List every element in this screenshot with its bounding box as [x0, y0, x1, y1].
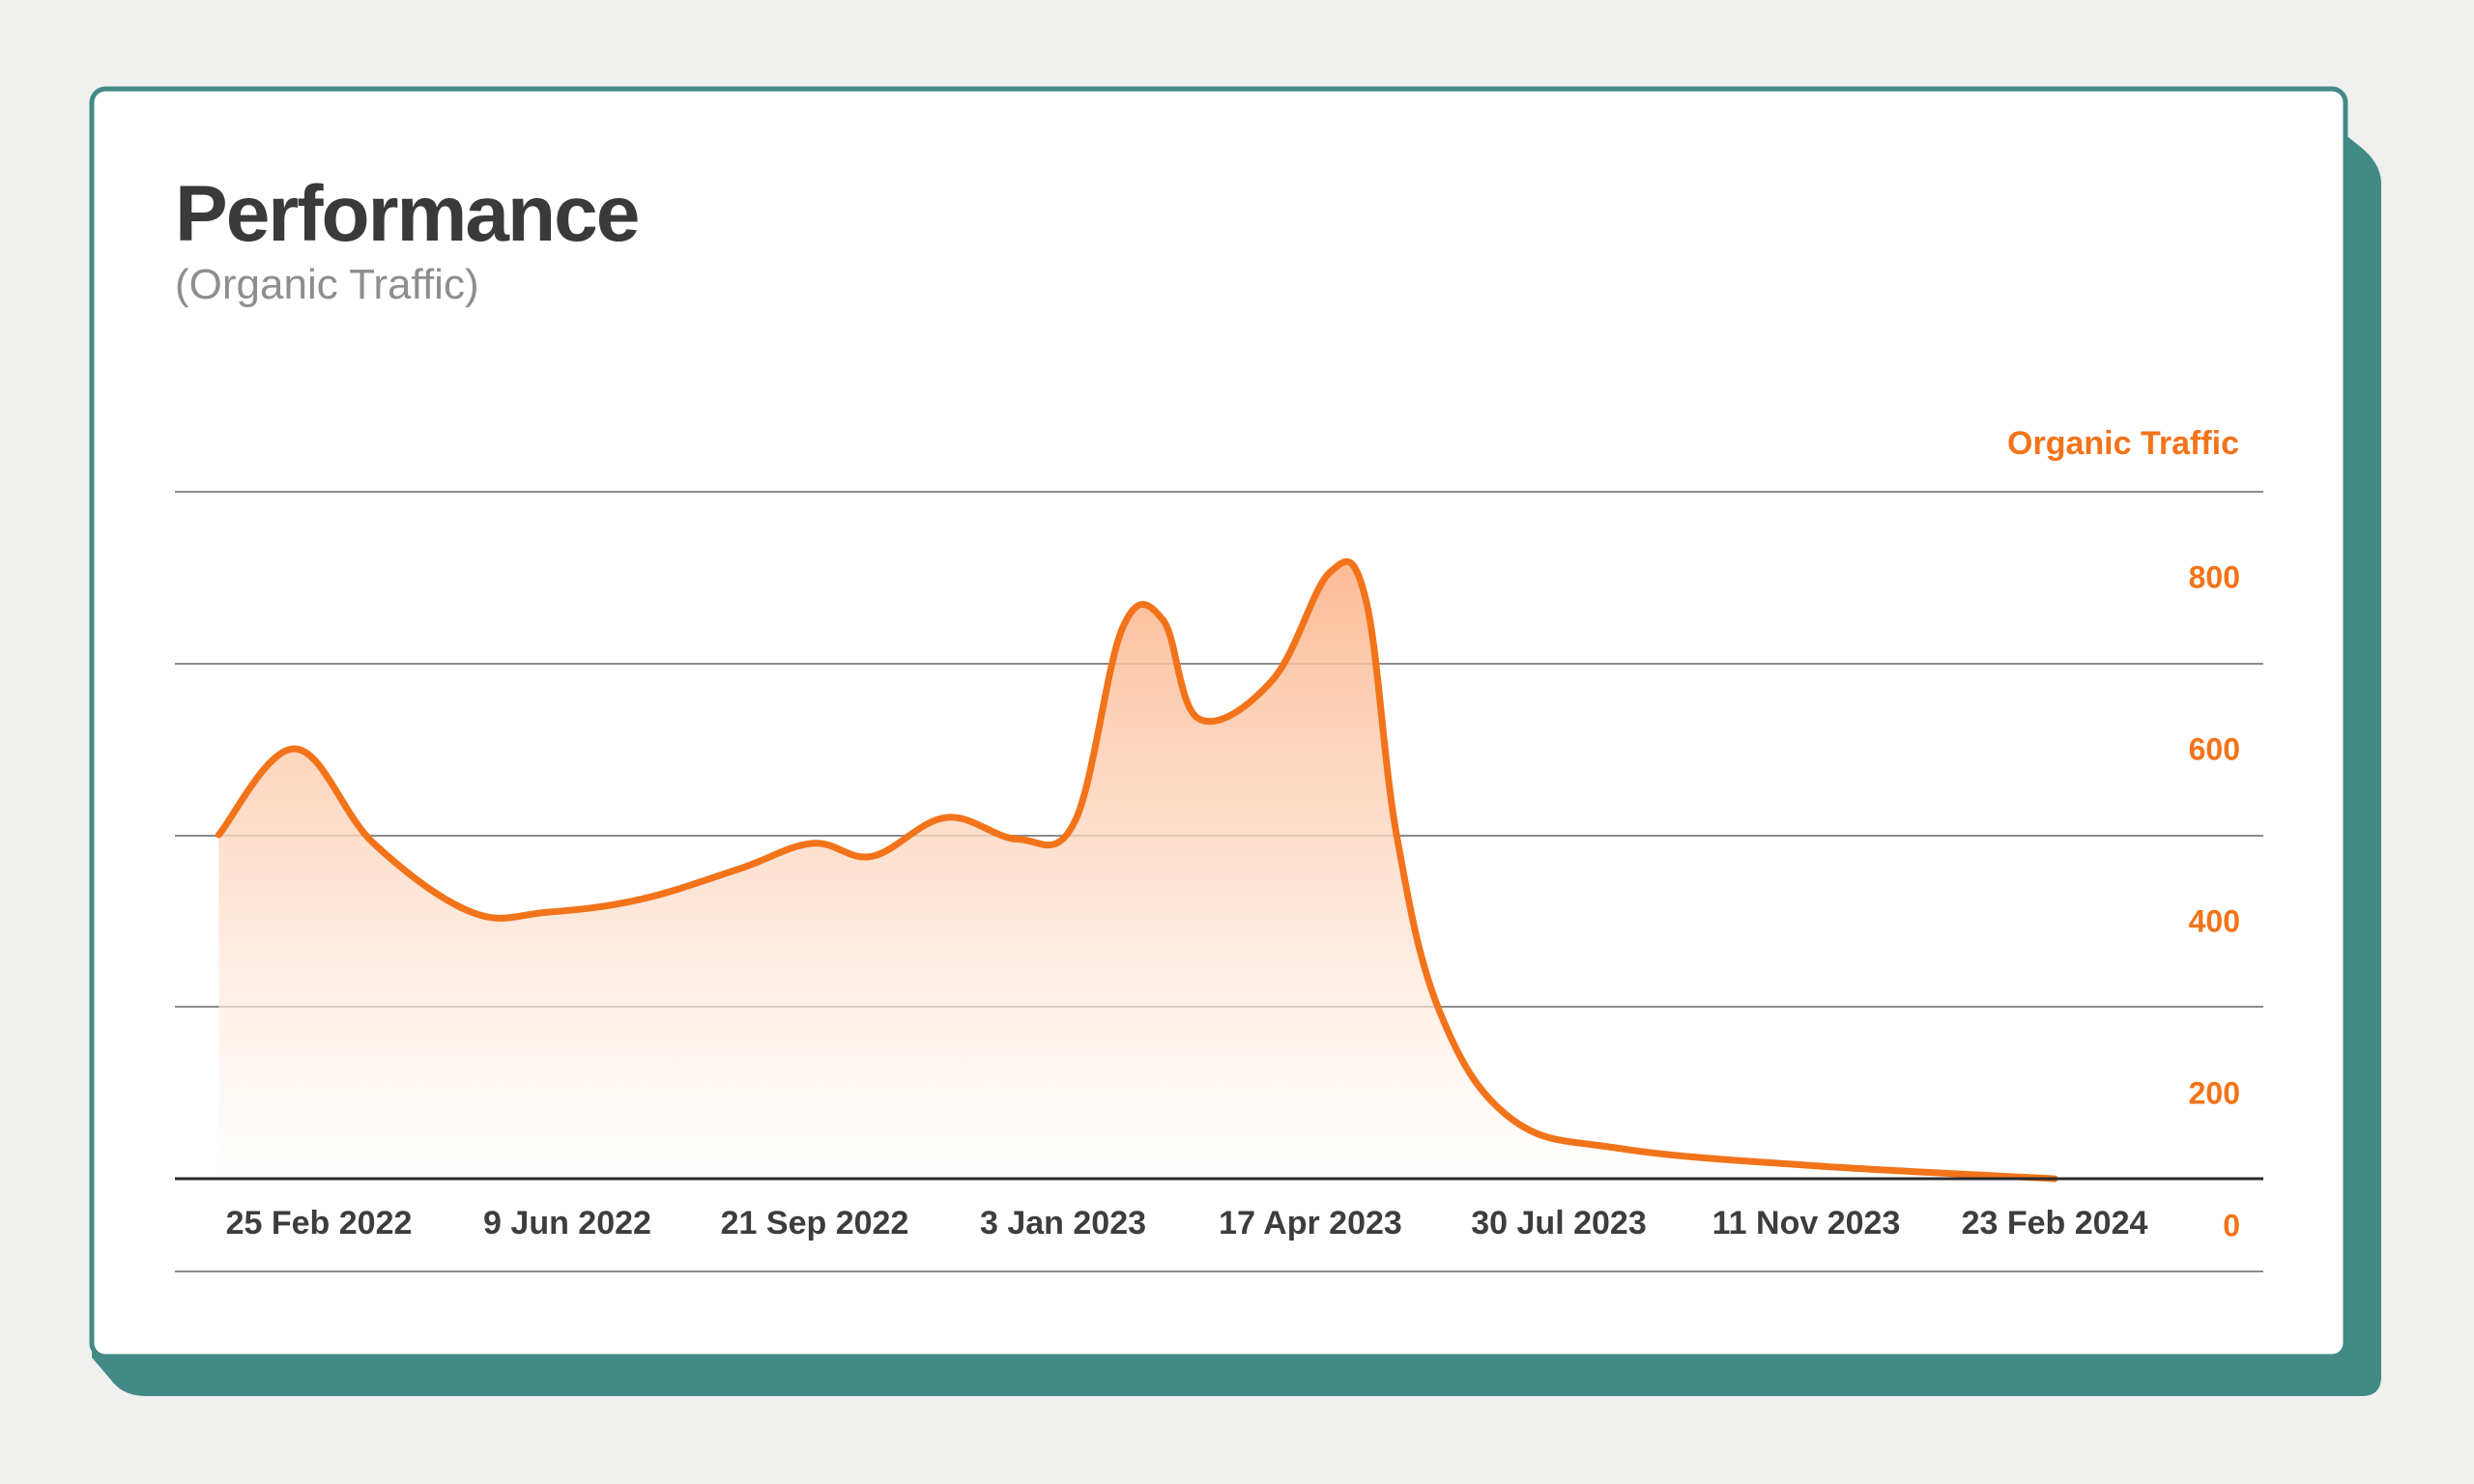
y-tick-label: 600: [2188, 731, 2240, 767]
chart-subtitle: (Organic Traffic): [175, 261, 479, 308]
x-tick-label: 21 Sep 2022: [720, 1205, 909, 1241]
x-tick-label: 23 Feb 2024: [1961, 1205, 2148, 1241]
y-tick-label: 200: [2188, 1075, 2240, 1111]
y-axis-label: Organic Traffic: [2007, 425, 2239, 462]
y-tick-label: 800: [2188, 559, 2240, 595]
x-tick-label: 17 Apr 2023: [1219, 1205, 1402, 1241]
y-tick-label: 0: [2223, 1208, 2240, 1243]
y-tick-label: 400: [2188, 903, 2240, 939]
area-fill: [218, 561, 2055, 1179]
x-tick-label: 11 Nov 2023: [1712, 1205, 1901, 1241]
chart-title: Performance: [175, 170, 640, 258]
x-tick-label: 30 Jul 2023: [1471, 1205, 1647, 1241]
x-tick-label: 9 Jun 2022: [483, 1205, 651, 1241]
x-tick-label: 3 Jan 2023: [979, 1205, 1147, 1241]
x-tick-label: 25 Feb 2022: [225, 1205, 413, 1241]
series-line-organic-traffic: [215, 557, 2058, 1183]
